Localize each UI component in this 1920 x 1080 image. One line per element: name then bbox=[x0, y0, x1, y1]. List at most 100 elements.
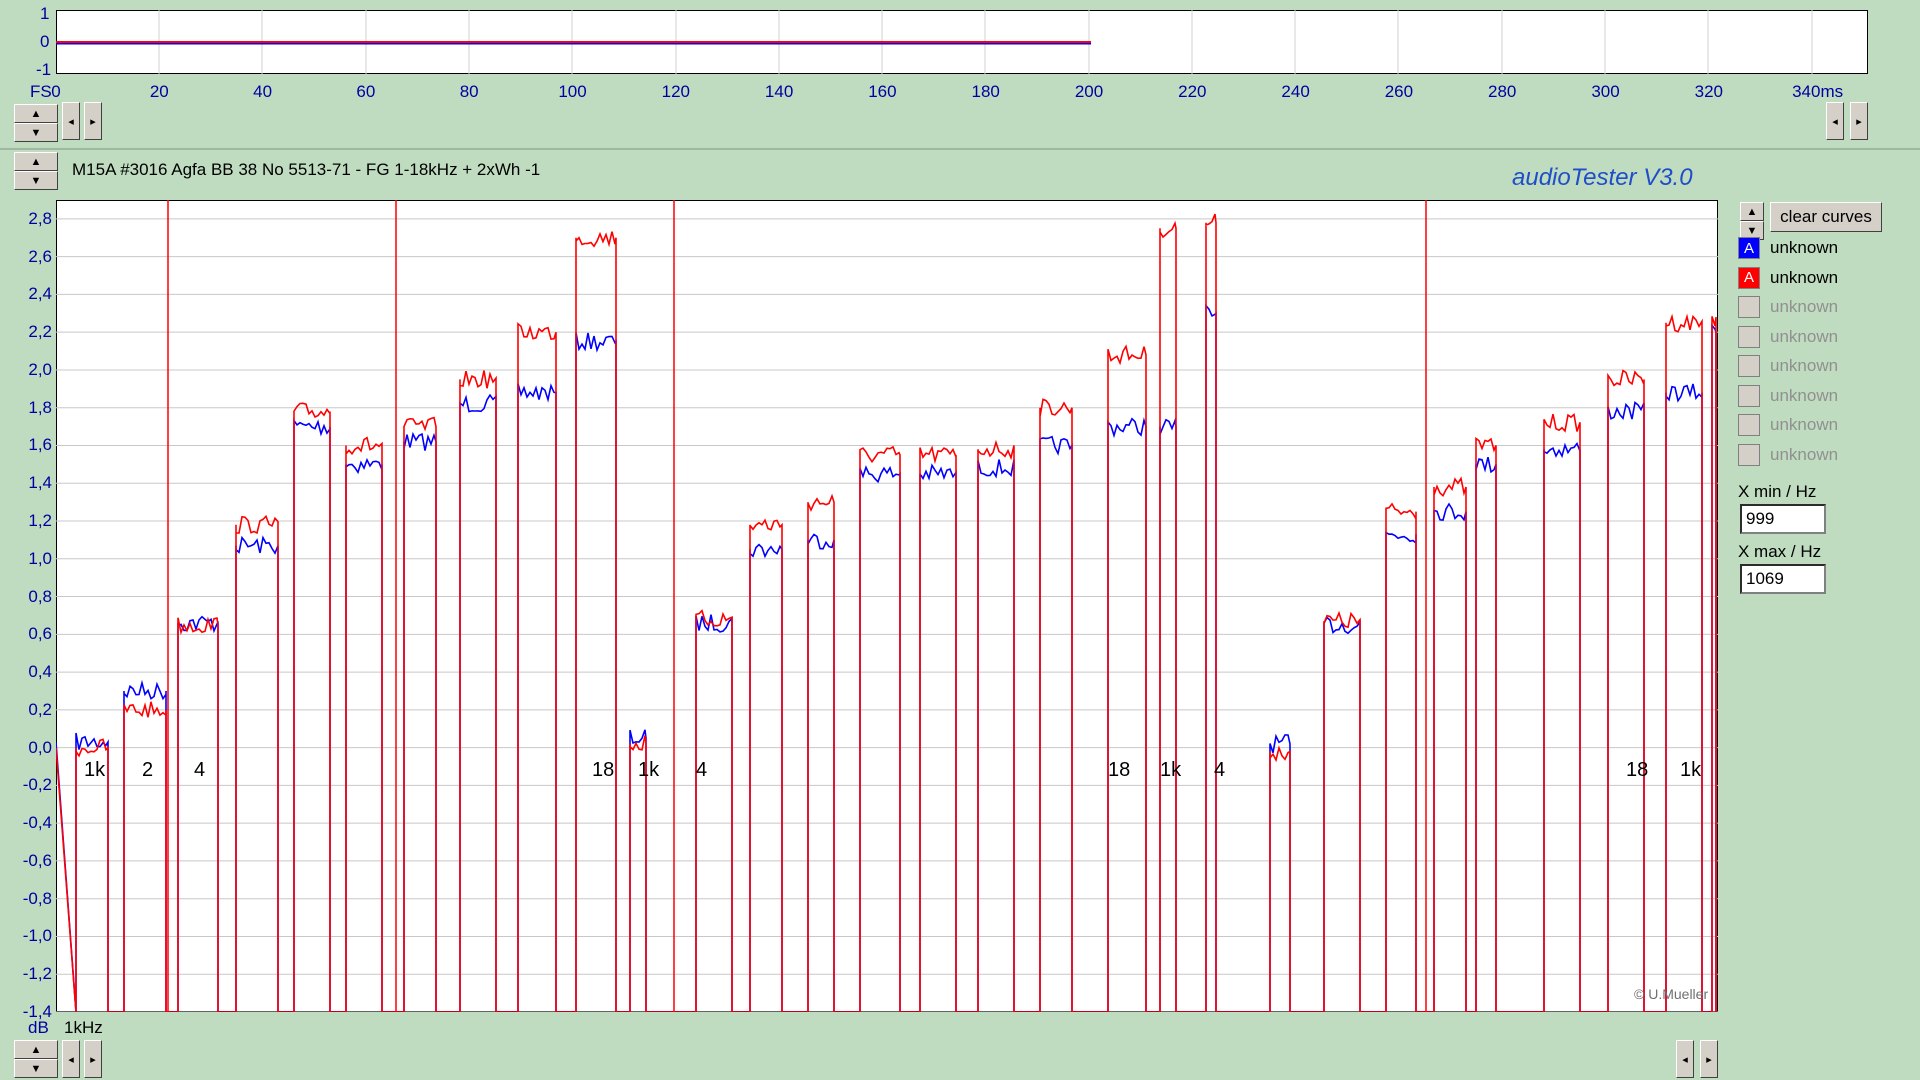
watermark: © U.Mueller bbox=[1634, 986, 1709, 1002]
app-title: audioTester V3.0 bbox=[1512, 164, 1693, 191]
y-tick-label: 1,8 bbox=[28, 397, 52, 417]
legend-swatch[interactable] bbox=[1738, 443, 1760, 466]
annotation-label: 1k bbox=[1680, 759, 1702, 781]
top-spin[interactable]: ▲ ▼ bbox=[14, 104, 58, 142]
legend-label: unknown bbox=[1770, 444, 1839, 464]
legend-entry[interactable]: unknown bbox=[1738, 295, 1838, 319]
main-spin-up[interactable]: ▲ bbox=[14, 152, 58, 171]
bottom-spin-down[interactable]: ▼ bbox=[14, 1059, 58, 1078]
annotation-label: 4 bbox=[696, 759, 707, 781]
annotation-label: 4 bbox=[1214, 759, 1225, 781]
y-tick-label: -0,4 bbox=[22, 813, 52, 833]
clear-curves-button[interactable]: clear curves bbox=[1770, 202, 1882, 232]
top-x-tick: 140 bbox=[764, 82, 794, 101]
top-x-tick: 200 bbox=[1074, 82, 1104, 101]
annotation-label: 4 bbox=[194, 759, 205, 781]
legend-swatch[interactable]: A bbox=[1738, 266, 1760, 289]
y-tick-label: -0,6 bbox=[22, 850, 52, 870]
y-tick-label: 2,0 bbox=[28, 359, 52, 379]
y-tick-label: -1,2 bbox=[22, 964, 52, 984]
top-x-tick: 100 bbox=[558, 82, 587, 101]
legend-label: unknown bbox=[1770, 415, 1839, 434]
series-line-blue bbox=[56, 303, 1717, 1012]
xmin-input[interactable] bbox=[1740, 504, 1826, 534]
top-x-tick: 280 bbox=[1488, 82, 1517, 101]
annotation-label: 1k bbox=[638, 759, 660, 781]
legend-spin-up[interactable]: ▲ bbox=[1740, 202, 1764, 221]
top-y-tick-neg1: -1 bbox=[36, 60, 52, 79]
y-tick-label: -1,4 bbox=[22, 1002, 52, 1021]
main-spin-down[interactable]: ▼ bbox=[14, 171, 58, 190]
bottom-scroll-left[interactable]: ◂ bbox=[62, 1040, 80, 1078]
bottom-scroll-right-2[interactable]: ▸ bbox=[1700, 1040, 1718, 1078]
y-tick-label: 2,2 bbox=[28, 322, 52, 342]
top-scroll-left[interactable]: ◂ bbox=[62, 102, 80, 140]
legend-entry[interactable]: unknown bbox=[1738, 354, 1838, 378]
top-x-tick: 240 bbox=[1281, 82, 1310, 101]
top-x-tick: 180 bbox=[971, 82, 1000, 101]
y-tick-label: -1,0 bbox=[22, 926, 52, 946]
unit-label: dB bbox=[28, 1018, 49, 1037]
top-scroll-right-2[interactable]: ▸ bbox=[1850, 102, 1868, 140]
y-tick-label: 1,6 bbox=[28, 435, 52, 455]
legend-swatch[interactable] bbox=[1738, 414, 1760, 436]
overview-plot[interactable] bbox=[56, 10, 1868, 74]
legend-spin[interactable]: ▲ ▼ bbox=[1740, 202, 1764, 240]
top-x-tick: 0 bbox=[51, 82, 61, 101]
legend-swatch[interactable]: A bbox=[1738, 237, 1760, 259]
legend-label: unknown bbox=[1770, 238, 1839, 257]
freq-label: 1kHz bbox=[64, 1018, 103, 1037]
legend-swatch[interactable] bbox=[1738, 296, 1760, 318]
bottom-spin[interactable]: ▲ ▼ bbox=[14, 1040, 58, 1078]
legend-label: unknown bbox=[1770, 385, 1839, 405]
bottom-scroll-right[interactable]: ▸ bbox=[84, 1040, 102, 1078]
annotation-label: 1k bbox=[84, 759, 106, 781]
y-tick-label: 1,0 bbox=[28, 548, 52, 568]
bottom-spin-up[interactable]: ▲ bbox=[14, 1040, 58, 1059]
top-scroll-right[interactable]: ▸ bbox=[84, 102, 102, 140]
legend-label: unknown bbox=[1770, 267, 1839, 287]
panel-separator bbox=[0, 148, 1920, 150]
top-x-tick: 160 bbox=[868, 82, 897, 101]
legend-entry[interactable]: unknown bbox=[1738, 413, 1838, 437]
top-y-tick-1: 1 bbox=[40, 4, 50, 23]
annotation-label: 2 bbox=[142, 759, 153, 781]
y-tick-label: -0,2 bbox=[22, 775, 52, 795]
top-x-tick: 20 bbox=[149, 82, 169, 101]
bottom-scroll-left-2[interactable]: ◂ bbox=[1676, 1040, 1694, 1078]
y-tick-label: 1,2 bbox=[28, 511, 52, 531]
legend-swatch[interactable] bbox=[1738, 355, 1760, 377]
main-spin[interactable]: ▲ ▼ bbox=[14, 152, 58, 190]
annotation-label: 18 bbox=[592, 759, 614, 781]
legend-label: unknown bbox=[1770, 297, 1839, 316]
legend-swatch[interactable] bbox=[1738, 384, 1760, 407]
legend-label: unknown bbox=[1770, 326, 1839, 346]
top-x-tick: 300 bbox=[1591, 82, 1620, 101]
main-plot[interactable]: 1k 2 4 18 1k 4 18 1k 4 18 1k bbox=[56, 200, 1718, 1012]
y-tick-label: 2,4 bbox=[28, 284, 52, 304]
top-scroll-left-2[interactable]: ◂ bbox=[1826, 102, 1844, 140]
y-tick-label: 1,4 bbox=[28, 473, 52, 493]
top-x-tick: 40 bbox=[253, 82, 273, 101]
legend-entry[interactable]: unknown bbox=[1738, 384, 1838, 408]
xmax-input[interactable] bbox=[1740, 564, 1826, 594]
annotation-label: 18 bbox=[1626, 759, 1648, 781]
series-line-red bbox=[56, 213, 1717, 1012]
xmax-label: X max / Hz bbox=[1738, 542, 1822, 561]
y-tick-label: 0,4 bbox=[28, 662, 52, 682]
legend-spin-down[interactable]: ▼ bbox=[1740, 221, 1764, 240]
y-tick-label: 0,8 bbox=[28, 586, 52, 606]
y-tick-label: 2,6 bbox=[28, 246, 52, 266]
legend-entry[interactable]: unknown bbox=[1738, 325, 1838, 349]
top-x-tick: 80 bbox=[459, 82, 479, 101]
legend-label: unknown bbox=[1770, 356, 1839, 375]
top-x-tick: 260 bbox=[1384, 82, 1414, 101]
top-x-tick: 60 bbox=[356, 82, 376, 101]
top-x-tick: 120 bbox=[661, 82, 690, 101]
legend-swatch[interactable] bbox=[1738, 325, 1760, 348]
legend-entry[interactable]: unknown bbox=[1738, 443, 1838, 467]
top-spin-up[interactable]: ▲ bbox=[14, 104, 58, 123]
top-spin-down[interactable]: ▼ bbox=[14, 123, 58, 142]
